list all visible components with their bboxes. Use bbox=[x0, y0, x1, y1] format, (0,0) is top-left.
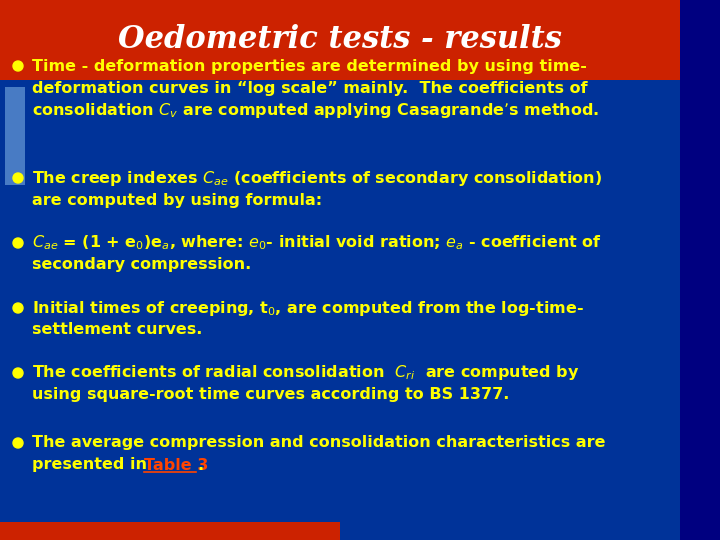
Circle shape bbox=[13, 438, 23, 448]
Text: deformation curves in “log scale” mainly.  The coefficients of: deformation curves in “log scale” mainly… bbox=[32, 80, 588, 96]
Text: Time - deformation properties are determined by using time-: Time - deformation properties are determ… bbox=[32, 58, 587, 73]
Text: The coefficients of radial consolidation  $C_{ri}$  are computed by: The coefficients of radial consolidation… bbox=[32, 363, 580, 382]
Text: using square-root time curves according to BS 1377.: using square-root time curves according … bbox=[32, 388, 509, 402]
Text: are computed by using formula:: are computed by using formula: bbox=[32, 192, 322, 207]
Circle shape bbox=[13, 173, 23, 183]
Bar bbox=[0, 522, 340, 540]
Circle shape bbox=[13, 61, 23, 71]
Text: secondary compression.: secondary compression. bbox=[32, 258, 251, 273]
Text: .: . bbox=[197, 457, 203, 472]
Text: The average compression and consolidation characteristics are: The average compression and consolidatio… bbox=[32, 435, 606, 450]
Circle shape bbox=[13, 368, 23, 378]
Text: The creep indexes $C_{ae}$ (coefficients of secondary consolidation): The creep indexes $C_{ae}$ (coefficients… bbox=[32, 168, 602, 187]
Bar bbox=[5, 87, 25, 185]
Text: consolidation $C_v$ are computed applying Casagrande’s method.: consolidation $C_v$ are computed applyin… bbox=[32, 100, 599, 119]
Bar bbox=[680, 0, 720, 540]
Text: Initial times of creeping, t$_0$, are computed from the log-time-: Initial times of creeping, t$_0$, are co… bbox=[32, 299, 584, 318]
Bar bbox=[0, 0, 680, 80]
Circle shape bbox=[13, 238, 23, 248]
Text: presented in: presented in bbox=[32, 457, 158, 472]
Text: Oedometric tests - results: Oedometric tests - results bbox=[118, 24, 562, 56]
Text: $C_{ae}$ = (1 + e$_0$)e$_a$, where: $e_0$- initial void ration; $e_a$ - coeffici: $C_{ae}$ = (1 + e$_0$)e$_a$, where: $e_0… bbox=[32, 234, 602, 252]
Text: Table 3: Table 3 bbox=[144, 457, 208, 472]
Text: settlement curves.: settlement curves. bbox=[32, 322, 202, 338]
Circle shape bbox=[13, 303, 23, 313]
